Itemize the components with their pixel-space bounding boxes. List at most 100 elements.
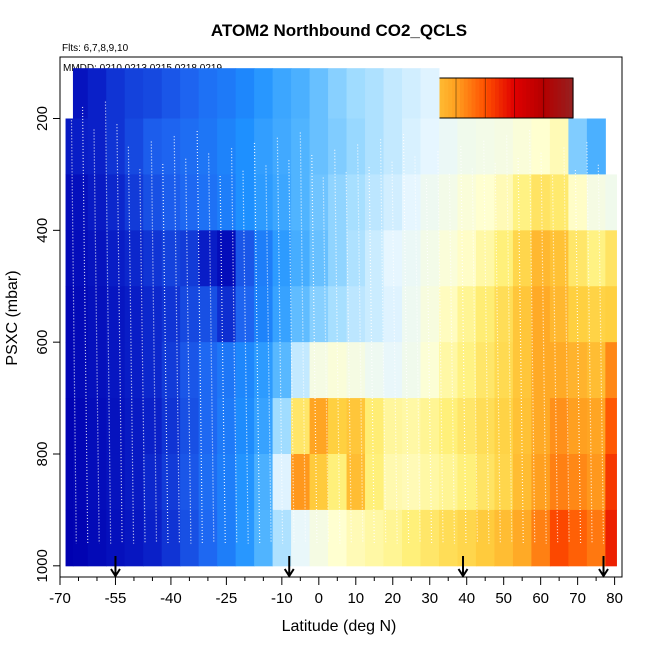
colorbar-swatch bbox=[499, 78, 504, 118]
co2-cell bbox=[457, 454, 476, 510]
co2-cell bbox=[217, 510, 236, 566]
co2-cell bbox=[347, 68, 366, 119]
x-tick-label: 70 bbox=[569, 590, 586, 607]
co2-cell bbox=[291, 174, 310, 230]
co2-cell bbox=[106, 119, 125, 175]
co2-cell bbox=[254, 398, 273, 454]
co2-cell bbox=[199, 286, 218, 342]
x-tick-label: -70 bbox=[49, 590, 71, 607]
co2-cell bbox=[66, 119, 74, 175]
co2-cell bbox=[66, 454, 74, 510]
colorbar-swatch bbox=[503, 78, 508, 118]
co2-cell bbox=[162, 454, 181, 510]
co2-cell bbox=[162, 119, 181, 175]
co2-cell bbox=[236, 230, 255, 286]
co2-cell bbox=[236, 510, 255, 566]
colorbar-swatch bbox=[518, 78, 523, 118]
co2-cell bbox=[420, 119, 439, 175]
co2-cell bbox=[402, 454, 421, 510]
co2-cell bbox=[66, 174, 74, 230]
co2-cell bbox=[291, 286, 310, 342]
co2-cell bbox=[365, 68, 384, 119]
co2-cell bbox=[402, 119, 421, 175]
co2-cell bbox=[568, 398, 587, 454]
x-tick-label: 60 bbox=[532, 590, 549, 607]
co2-cell bbox=[162, 510, 181, 566]
co2-cell bbox=[66, 510, 74, 566]
co2-cell bbox=[310, 454, 329, 510]
co2-cell bbox=[88, 174, 107, 230]
co2-cell bbox=[476, 510, 495, 566]
colorbar-swatch bbox=[534, 78, 539, 118]
colorbar-swatch bbox=[561, 78, 566, 118]
co2-cell bbox=[125, 510, 144, 566]
co2-cell bbox=[180, 119, 199, 175]
co2-cell bbox=[513, 230, 532, 286]
co2-cell bbox=[568, 230, 587, 286]
flights-note: Flts: 6,7,8,9,10 bbox=[62, 43, 129, 54]
colorbar-swatch bbox=[565, 78, 570, 118]
y-axis-label: PSXC (mbar) bbox=[4, 270, 21, 365]
co2-cell bbox=[254, 230, 273, 286]
co2-cell bbox=[217, 286, 236, 342]
co2-cell bbox=[457, 398, 476, 454]
co2-cell bbox=[550, 342, 569, 398]
co2-cell bbox=[587, 454, 606, 510]
co2-cell bbox=[291, 230, 310, 286]
colorbar-swatch bbox=[530, 78, 535, 118]
co2-cell bbox=[236, 68, 255, 119]
co2-cell bbox=[310, 398, 329, 454]
co2-cell bbox=[328, 454, 347, 510]
co2-cell bbox=[310, 119, 329, 175]
co2-cell bbox=[439, 230, 458, 286]
co2-cell bbox=[550, 454, 569, 510]
x-tick-label: -10 bbox=[271, 590, 293, 607]
co2-cell bbox=[365, 342, 384, 398]
colorbar-swatch bbox=[557, 78, 562, 118]
colorbar-swatch bbox=[507, 78, 512, 118]
x-tick-label: 10 bbox=[347, 590, 364, 607]
x-tick-label: -25 bbox=[216, 590, 238, 607]
co2-cell bbox=[568, 174, 587, 230]
co2-cell bbox=[73, 510, 88, 566]
co2-cell bbox=[494, 510, 513, 566]
co2-cell bbox=[531, 286, 550, 342]
co2-cell bbox=[439, 342, 458, 398]
co2-cell bbox=[66, 230, 74, 286]
co2-cell bbox=[513, 286, 532, 342]
co2-cell bbox=[143, 119, 162, 175]
co2-cell bbox=[180, 68, 199, 119]
co2-cell bbox=[88, 286, 107, 342]
x-tick-label: 80 bbox=[606, 590, 623, 607]
co2-cell bbox=[457, 342, 476, 398]
co2-cell bbox=[291, 342, 310, 398]
colorbar-swatch bbox=[468, 78, 473, 118]
co2-cell bbox=[199, 119, 218, 175]
co2-cell bbox=[273, 230, 292, 286]
co2-heatmap-cells bbox=[66, 68, 617, 566]
co2-cell bbox=[180, 174, 199, 230]
co2-cell bbox=[550, 119, 569, 175]
colorbar-swatch bbox=[444, 78, 449, 118]
co2-cell bbox=[439, 119, 458, 175]
colorbar-swatch bbox=[464, 78, 469, 118]
co2-cell bbox=[236, 454, 255, 510]
co2-cell bbox=[328, 119, 347, 175]
co2-cell bbox=[254, 68, 273, 119]
co2-cell bbox=[531, 510, 550, 566]
colorbar-swatch bbox=[448, 78, 453, 118]
co2-cell bbox=[476, 119, 495, 175]
co2-cell bbox=[180, 342, 199, 398]
co2-cell bbox=[420, 174, 439, 230]
co2-cell bbox=[605, 398, 617, 454]
co2-cell bbox=[143, 174, 162, 230]
co2-cell bbox=[365, 454, 384, 510]
co2-cell bbox=[494, 342, 513, 398]
co2-cell bbox=[217, 119, 236, 175]
co2-cell bbox=[73, 68, 88, 119]
co2-cell bbox=[494, 174, 513, 230]
co2-cell bbox=[457, 174, 476, 230]
co2-cell bbox=[291, 398, 310, 454]
co2-cell bbox=[328, 286, 347, 342]
co2-cell bbox=[106, 454, 125, 510]
